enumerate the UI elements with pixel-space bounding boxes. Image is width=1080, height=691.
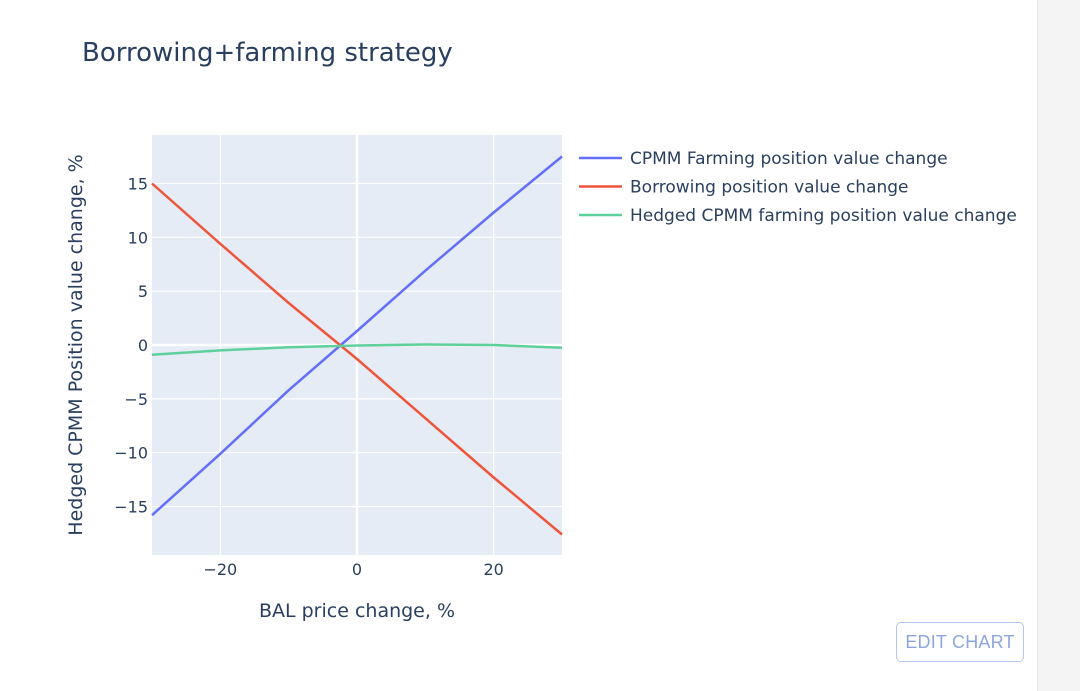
x-tick-label: 20 [483,560,503,579]
y-axis-ticks: −15 −10 −5 0 5 10 15 [114,174,148,516]
chart-container: Borrowing+farming strategy −15 −10 −5 0 5 10 1… [65,38,1017,622]
x-axis-ticks: −20 0 20 [203,560,503,579]
series-line-2 [151,182,563,536]
y-tick-label: −5 [124,390,148,409]
chart-title: Borrowing+farming strategy [82,38,453,68]
legend-label-2: Borrowing position value change [630,178,909,198]
series-line-1 [151,155,563,517]
y-tick-label: 0 [138,336,148,355]
scrollbar[interactable] [1037,0,1080,691]
y-axis-title: Hedged CPMM Position value change, % [65,154,87,535]
x-tick-label: −20 [203,560,237,579]
y-tick-label: 5 [138,282,148,301]
legend-label-1: CPMM Farming position value change [630,149,948,169]
series-lines [151,155,563,536]
x-axis-title: BAL price change, % [259,600,455,622]
legend[interactable]: CPMM Farming position value change Borrow… [579,149,1017,226]
edit-chart-button[interactable]: EDIT CHART [896,622,1024,662]
line-chart: Borrowing+farming strategy −15 −10 −5 0 5 10 1… [65,38,1017,622]
legend-label-3: Hedged CPMM farming position value chang… [630,206,1017,226]
x-tick-label: 0 [352,560,362,579]
series-line-3 [151,343,563,356]
y-tick-label: 10 [128,228,148,247]
y-tick-label: 15 [128,174,148,193]
y-tick-label: −10 [114,444,148,463]
y-tick-label: −15 [114,498,148,517]
